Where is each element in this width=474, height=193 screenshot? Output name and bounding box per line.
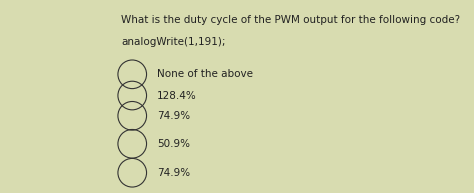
Text: 128.4%: 128.4% — [157, 91, 197, 101]
Text: What is the duty cycle of the PWM output for the following code?: What is the duty cycle of the PWM output… — [121, 15, 461, 25]
Text: 74.9%: 74.9% — [157, 168, 191, 178]
Text: analogWrite(1,191);: analogWrite(1,191); — [121, 37, 226, 47]
Text: 74.9%: 74.9% — [157, 111, 191, 121]
Text: 50.9%: 50.9% — [157, 139, 190, 149]
Text: None of the above: None of the above — [157, 69, 253, 79]
